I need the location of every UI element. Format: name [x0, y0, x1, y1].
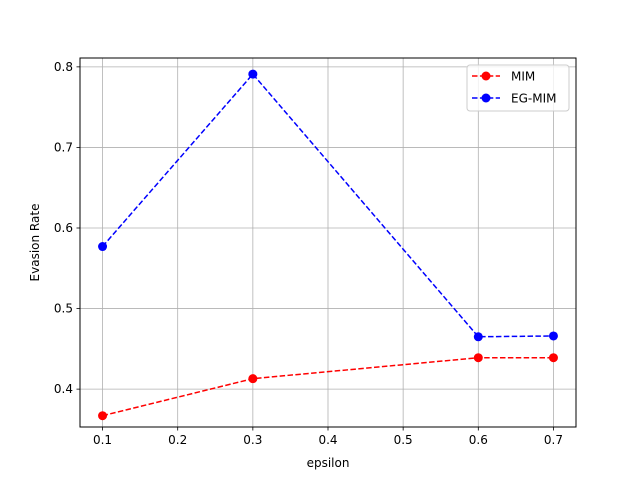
legend-label-mim: MIM [511, 70, 535, 84]
data-point-mim [473, 353, 483, 363]
legend-marker-eg-mim [481, 93, 491, 103]
ticks: 0.1 0.2 0.3 0.4 0.5 0.6 0.7 0.4 0.5 0.6 0.7 0.8 [54, 60, 563, 447]
x-tick-label: 0.6 [469, 433, 488, 447]
y-tick-label: 0.5 [54, 302, 73, 316]
x-tick-label: 0.3 [243, 433, 262, 447]
series-layer [98, 69, 558, 421]
data-point-mim [248, 374, 258, 384]
data-point-eg-mim [473, 332, 483, 342]
x-tick-label: 0.5 [394, 433, 413, 447]
x-axis-label: epsilon [307, 456, 350, 470]
data-point-mim [548, 353, 558, 363]
data-point-eg-mim [548, 331, 558, 341]
series-line-eg-mim [101, 72, 554, 338]
x-tick-label: 0.7 [544, 433, 563, 447]
x-tick-label: 0.2 [168, 433, 187, 447]
data-point-mim [98, 411, 108, 421]
legend-label-eg-mim: EG-MIM [511, 92, 556, 106]
y-tick-label: 0.8 [54, 60, 73, 74]
y-tick-label: 0.6 [54, 221, 73, 235]
grid [80, 58, 576, 427]
x-tick-label: 0.4 [318, 433, 337, 447]
data-point-eg-mim [98, 242, 108, 252]
legend-marker-mim [481, 71, 491, 81]
x-tick-label: 0.1 [93, 433, 112, 447]
y-axis-label: Evasion Rate [28, 204, 42, 282]
y-tick-label: 0.7 [54, 140, 73, 154]
legend: MIM EG-MIM [466, 64, 570, 112]
y-tick-label: 0.4 [54, 382, 73, 396]
series-line-mim [102, 356, 554, 417]
data-point-eg-mim [248, 69, 258, 79]
